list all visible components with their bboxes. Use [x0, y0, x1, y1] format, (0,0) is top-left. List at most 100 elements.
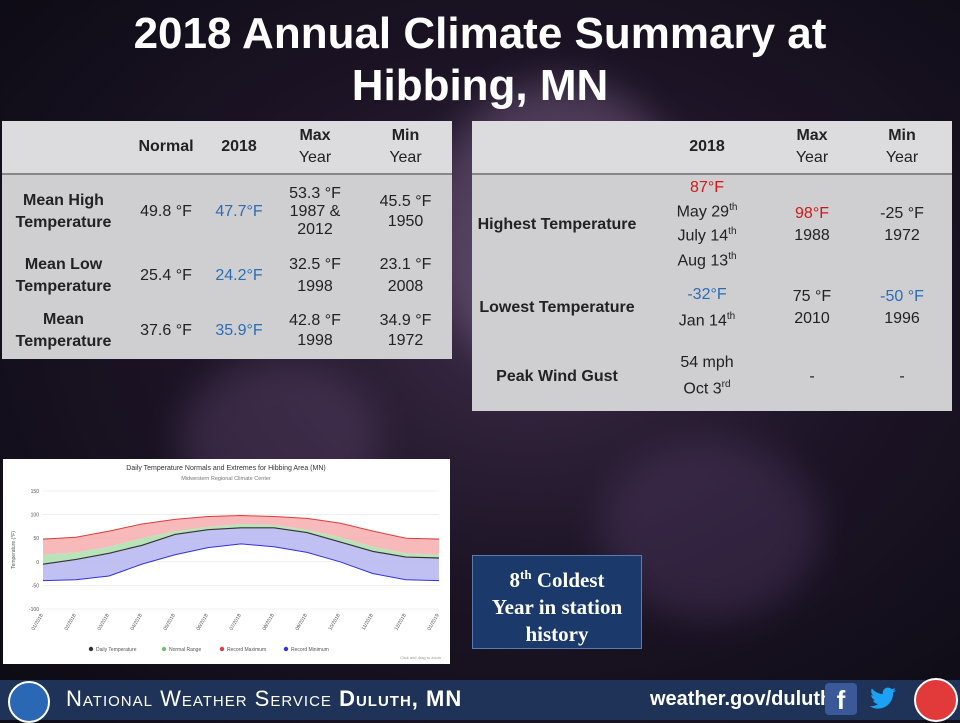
- x-tick-label: 10/2018: [327, 613, 341, 632]
- value-2018: -32°F: [687, 285, 727, 303]
- x-tick-label: 05/2018: [162, 613, 176, 632]
- y-tick-label: 100: [31, 513, 40, 519]
- min-label: Min: [391, 127, 420, 144]
- x-tick-label: 07/2018: [228, 613, 242, 632]
- value-2018-cell: -32°F Jan 14th: [642, 274, 772, 342]
- max-value: 98°F: [795, 204, 829, 222]
- value-2018-cell: 47.7°F: [215, 202, 263, 220]
- badge-suffix: th: [520, 567, 532, 582]
- x-tick-label: 09/2018: [294, 613, 308, 632]
- normal-cell: 49.8 °F: [140, 202, 192, 220]
- row-label: Mean Low Temperature: [15, 256, 112, 295]
- record-min-line: [42, 543, 440, 582]
- record-max-line: [42, 515, 440, 540]
- x-tick-label: 03/2018: [96, 613, 110, 632]
- date-text: May 29th: [676, 202, 738, 221]
- min-value: -50 °F: [880, 288, 924, 305]
- legend-marker: [283, 646, 289, 652]
- column-header-blank: [2, 121, 125, 174]
- badge-line-1: 8th Coldest: [473, 561, 641, 594]
- table-row: Highest Temperature 87°F May 29th July 1…: [472, 174, 952, 274]
- table-row: Mean High Temperature 49.8 °F 47.7°F 53.…: [2, 174, 452, 248]
- temperature-chart: Daily Temperature Normals and Extremes f…: [3, 459, 450, 664]
- table-row: Mean Temperature 37.6 °F 35.9°F 42.8 °F …: [2, 304, 452, 358]
- min-year-cell: -: [899, 367, 905, 385]
- max-year-cell: 32.5 °F 1998: [289, 256, 341, 295]
- row-label: Mean Temperature: [15, 311, 112, 350]
- column-header-2018: 2018: [207, 121, 271, 174]
- y-tick-label: 50: [33, 536, 39, 542]
- y-axis-label: Temperature (°F): [11, 531, 17, 569]
- record-min-band: [43, 527, 439, 581]
- date-text: Jan 14th: [678, 310, 736, 330]
- value-2018-cell: 87°F May 29th July 14th Aug 13th: [642, 174, 772, 274]
- right-climate-table: 2018 Max Year Min Year Highest Temperatu…: [472, 121, 952, 411]
- legend-label: Record Maximum: [227, 647, 266, 653]
- badge-line-3: history: [525, 622, 589, 646]
- date-text: Oct 3rd: [683, 379, 731, 398]
- row-label: Lowest Temperature: [479, 299, 635, 316]
- column-header-min-year: Min Year: [359, 121, 452, 174]
- x-tick-label: 01/2018: [30, 613, 44, 632]
- twitter-icon[interactable]: [866, 684, 898, 714]
- x-tick-label: 11/2018: [361, 613, 375, 632]
- value-2018: 54 mph: [680, 354, 734, 372]
- noaa-logo-icon: [8, 681, 50, 723]
- value-2018: 87°F: [690, 179, 724, 196]
- normal-range-band: [43, 524, 439, 565]
- column-header-normal: Normal: [125, 121, 207, 174]
- footer-url-link[interactable]: weather.gov/duluth: [650, 688, 833, 710]
- x-tick-label: 08/2018: [261, 613, 275, 632]
- badge-number: 8: [509, 568, 521, 592]
- daily-temperature-line: [42, 527, 440, 565]
- title-line-2: Hibbing, MN: [351, 61, 609, 110]
- row-label: Peak Wind Gust: [496, 367, 618, 385]
- table-row: Peak Wind Gust 54 mph Oct 3rd - -: [472, 342, 952, 411]
- max-label: Max: [299, 127, 331, 144]
- badge-line-2: Year in station: [491, 595, 623, 619]
- min-year-cell: 23.1 °F 2008: [379, 256, 432, 295]
- legend-label: Normal Range: [169, 647, 201, 653]
- left-climate-table: Normal 2018 Max Year Min Year Mean High …: [2, 121, 452, 359]
- value-2018-cell: 54 mph Oct 3rd: [642, 342, 772, 411]
- max-label: Max: [796, 127, 828, 144]
- table-row: Mean Low Temperature 25.4 °F 24.2°F 32.5…: [2, 248, 452, 304]
- max-year-cell: -: [809, 367, 815, 385]
- max-year-cell: 42.8 °F 1998: [289, 312, 341, 349]
- x-tick-label: 01/2019: [426, 613, 440, 632]
- x-tick-label: 06/2018: [195, 613, 209, 632]
- chart-subtitle: Midwestern Regional Climate Center: [181, 476, 271, 482]
- date-text: Aug 13th: [677, 250, 737, 269]
- nws-logo-icon: [914, 678, 958, 722]
- x-tick-label: 04/2018: [129, 613, 143, 632]
- min-year-cell: -25 °F 1972: [880, 204, 924, 244]
- row-label: Mean High Temperature: [15, 191, 112, 231]
- table-row: Lowest Temperature -32°F Jan 14th 75 °F …: [472, 274, 952, 342]
- min-year-cell: -50 °F 1996: [880, 288, 924, 327]
- title-line-1: 2018 Annual Climate Summary at: [133, 9, 827, 58]
- x-tick-label: 02/2018: [63, 613, 77, 632]
- legend-marker: [161, 646, 167, 652]
- column-header-2018: 2018: [642, 121, 772, 174]
- max-year-cell: 53.3 °F 1987 & 2012: [289, 184, 341, 238]
- footer-org-name: National Weather Service Duluth, MN: [66, 686, 462, 712]
- coldest-year-badge: 8th Coldest Year in station history: [472, 555, 642, 649]
- chart-title: Daily Temperature Normals and Extremes f…: [126, 465, 325, 472]
- chart-svg: Daily Temperature Normals and Extremes f…: [11, 465, 442, 660]
- y-tick-label: -50: [32, 583, 39, 589]
- legend-marker: [219, 646, 225, 652]
- y-tick-label: 0: [36, 560, 39, 566]
- legend-label: Daily Temperature: [96, 647, 137, 653]
- record-max-band: [43, 515, 439, 555]
- value-2018-cell: 24.2°F: [215, 267, 263, 284]
- min-year-cell: 45.5 °F 1950: [379, 192, 432, 230]
- facebook-icon[interactable]: f: [825, 683, 857, 715]
- date-text: July 14th: [677, 226, 737, 245]
- chart-footnote: Click and drag to zoom: [400, 655, 442, 660]
- org-text: National Weather Service: [66, 686, 332, 711]
- legend-marker: [88, 646, 94, 652]
- page-title: 2018 Annual Climate Summary at Hibbing, …: [0, 8, 960, 112]
- column-header-max-year: Max Year: [271, 121, 359, 174]
- column-header-min-year: Min Year: [852, 121, 952, 174]
- min-label: Min: [888, 127, 916, 144]
